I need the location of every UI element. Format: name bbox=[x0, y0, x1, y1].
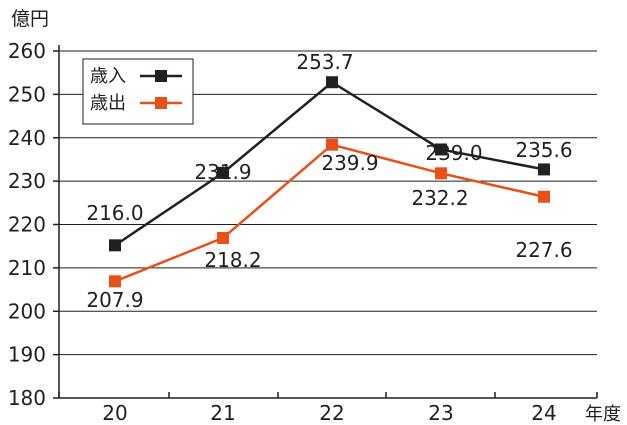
y-tick-label-200: 200 bbox=[8, 299, 46, 323]
x-tick-label-20: 20 bbox=[102, 401, 127, 425]
legend-box bbox=[82, 58, 194, 125]
series-0-point-23 bbox=[435, 143, 447, 156]
x-tick-label-22: 22 bbox=[319, 401, 344, 425]
y-tick-label-260: 260 bbox=[8, 39, 46, 63]
data-label-1-20: 207.9 bbox=[86, 288, 143, 312]
legend-marker-1 bbox=[155, 97, 167, 109]
x-tick-label-21: 21 bbox=[210, 401, 235, 425]
x-tick-label-24: 24 bbox=[531, 401, 556, 425]
series bbox=[109, 76, 550, 288]
series-1-point-22 bbox=[326, 138, 338, 151]
y-tick-label-250: 250 bbox=[8, 82, 46, 106]
data-label-0-22: 253.7 bbox=[296, 50, 353, 74]
data-labels: 216.0 231.9 253.7 239.0 235.6 207.9 218.2 239.9… bbox=[86, 50, 572, 312]
x-axis-label: 年度 bbox=[585, 404, 621, 425]
series-1-point-20 bbox=[109, 275, 121, 288]
series-0-point-21 bbox=[217, 166, 229, 179]
y-tick-label-180: 180 bbox=[8, 386, 46, 410]
data-label-0-23: 239.0 bbox=[425, 141, 482, 165]
y-unit-label: 億円 bbox=[11, 8, 49, 30]
series-1-point-24 bbox=[538, 190, 550, 203]
legend-label-0: 歳入 bbox=[90, 66, 126, 87]
x-tick-label-23: 23 bbox=[428, 401, 453, 425]
series-0-point-20 bbox=[109, 239, 121, 252]
data-label-0-20: 216.0 bbox=[86, 201, 143, 225]
y-tick-label-190: 190 bbox=[8, 343, 46, 367]
legend-label-1: 歳出 bbox=[90, 93, 126, 114]
y-tick-label-240: 240 bbox=[8, 126, 46, 150]
data-label-1-23: 232.2 bbox=[411, 186, 468, 210]
y-tick-label-210: 210 bbox=[8, 256, 46, 280]
series-0-point-24 bbox=[538, 163, 550, 176]
data-label-1-21: 218.2 bbox=[204, 248, 261, 272]
series-1-point-21 bbox=[217, 231, 229, 244]
legend-marker-0 bbox=[155, 70, 167, 82]
series-1-point-23 bbox=[435, 167, 447, 180]
y-tick-label-220: 220 bbox=[8, 213, 46, 237]
data-label-0-21: 231.9 bbox=[194, 160, 251, 184]
data-label-1-24: 227.6 bbox=[515, 238, 572, 262]
data-label-0-24: 235.6 bbox=[515, 138, 572, 162]
series-0-point-22 bbox=[326, 76, 338, 89]
y-tick-label-230: 230 bbox=[8, 169, 46, 193]
axes: 180 190 200 210 220 230 240 250 260 20 21 22 23 24 億円年… bbox=[8, 8, 621, 425]
data-label-1-22: 239.9 bbox=[321, 151, 378, 175]
